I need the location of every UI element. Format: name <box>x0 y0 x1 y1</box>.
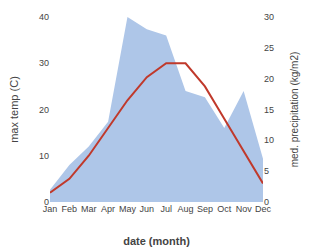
svg-text:Jan: Jan <box>43 204 58 214</box>
svg-text:Feb: Feb <box>62 204 78 214</box>
svg-text:May: May <box>119 204 137 214</box>
svg-text:Nov: Nov <box>236 204 253 214</box>
svg-text:Mar: Mar <box>81 204 97 214</box>
svg-text:10: 10 <box>264 135 274 145</box>
svg-text:date (month): date (month) <box>123 235 190 247</box>
svg-text:Apr: Apr <box>101 204 115 214</box>
svg-text:Jun: Jun <box>140 204 155 214</box>
svg-text:20: 20 <box>39 105 49 115</box>
svg-text:Aug: Aug <box>178 204 194 214</box>
svg-text:20: 20 <box>264 74 274 84</box>
svg-text:max temp (C): max temp (C) <box>8 76 20 143</box>
svg-text:30: 30 <box>39 58 49 68</box>
svg-text:15: 15 <box>264 105 274 115</box>
svg-text:0: 0 <box>264 197 269 207</box>
svg-text:0: 0 <box>44 197 49 207</box>
svg-text:Dec: Dec <box>255 204 272 214</box>
svg-text:Jul: Jul <box>160 204 172 214</box>
svg-text:Sep: Sep <box>197 204 213 214</box>
svg-text:5: 5 <box>264 166 269 176</box>
svg-text:Oct: Oct <box>217 204 232 214</box>
svg-text:40: 40 <box>39 12 49 22</box>
svg-text:30: 30 <box>264 12 274 22</box>
svg-text:25: 25 <box>264 43 274 53</box>
svg-text:10: 10 <box>39 151 49 161</box>
svg-text:med. precipitation (kg/m2): med. precipitation (kg/m2) <box>289 52 300 168</box>
